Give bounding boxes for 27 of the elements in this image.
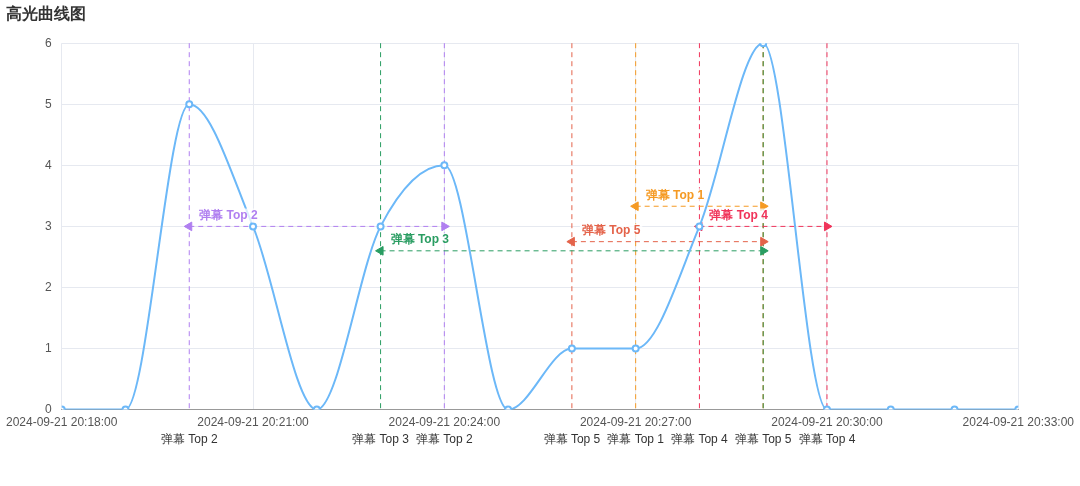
series-label: 弹幕 Top 1 <box>645 187 705 202</box>
x-tick-label: 2024-09-21 20:33:00 <box>962 415 1075 430</box>
ref-line-label: 弹幕 Top 4 <box>798 431 856 446</box>
series-label: 弹幕 Top 2 <box>199 207 259 222</box>
ref-line-label: 弹幕 Top 4 <box>671 431 729 446</box>
x-tick-label: 2024-09-21 20:27:00 <box>579 415 692 430</box>
x-tick-label: 2024-09-21 20:24:00 <box>388 415 501 430</box>
x-tick-label: 2024-09-21 20:18:00 <box>6 415 118 430</box>
y-tick-label: 1 <box>45 340 53 355</box>
series-label: 弹幕 Top 4 <box>709 207 769 222</box>
y-tick-label: 6 <box>45 35 53 50</box>
ref-line-label: 弹幕 Top 5 <box>734 431 792 446</box>
x-tick-label: 2024-09-21 20:21:00 <box>197 415 310 430</box>
y-tick-label: 2 <box>45 279 53 294</box>
ref-line-label: 弹幕 Top 1 <box>607 431 665 446</box>
y-tick-label: 0 <box>45 401 53 416</box>
y-tick-label: 5 <box>45 96 53 111</box>
y-tick-label: 3 <box>45 218 53 233</box>
ref-line-label: 弹幕 Top 2 <box>415 431 474 446</box>
ref-line-label: 弹幕 Top 3 <box>352 431 410 446</box>
ref-line-label: 弹幕 Top 2 <box>160 431 218 446</box>
chart-title: 高光曲线图 <box>6 4 86 24</box>
series-label: 弹幕 Top 5 <box>581 222 641 237</box>
series-label: 弹幕 Top 3 <box>390 232 450 247</box>
y-tick-label: 4 <box>45 157 53 172</box>
ref-line-label: 弹幕 Top 5 <box>543 431 601 446</box>
x-tick-label: 2024-09-21 20:30:00 <box>771 415 884 430</box>
